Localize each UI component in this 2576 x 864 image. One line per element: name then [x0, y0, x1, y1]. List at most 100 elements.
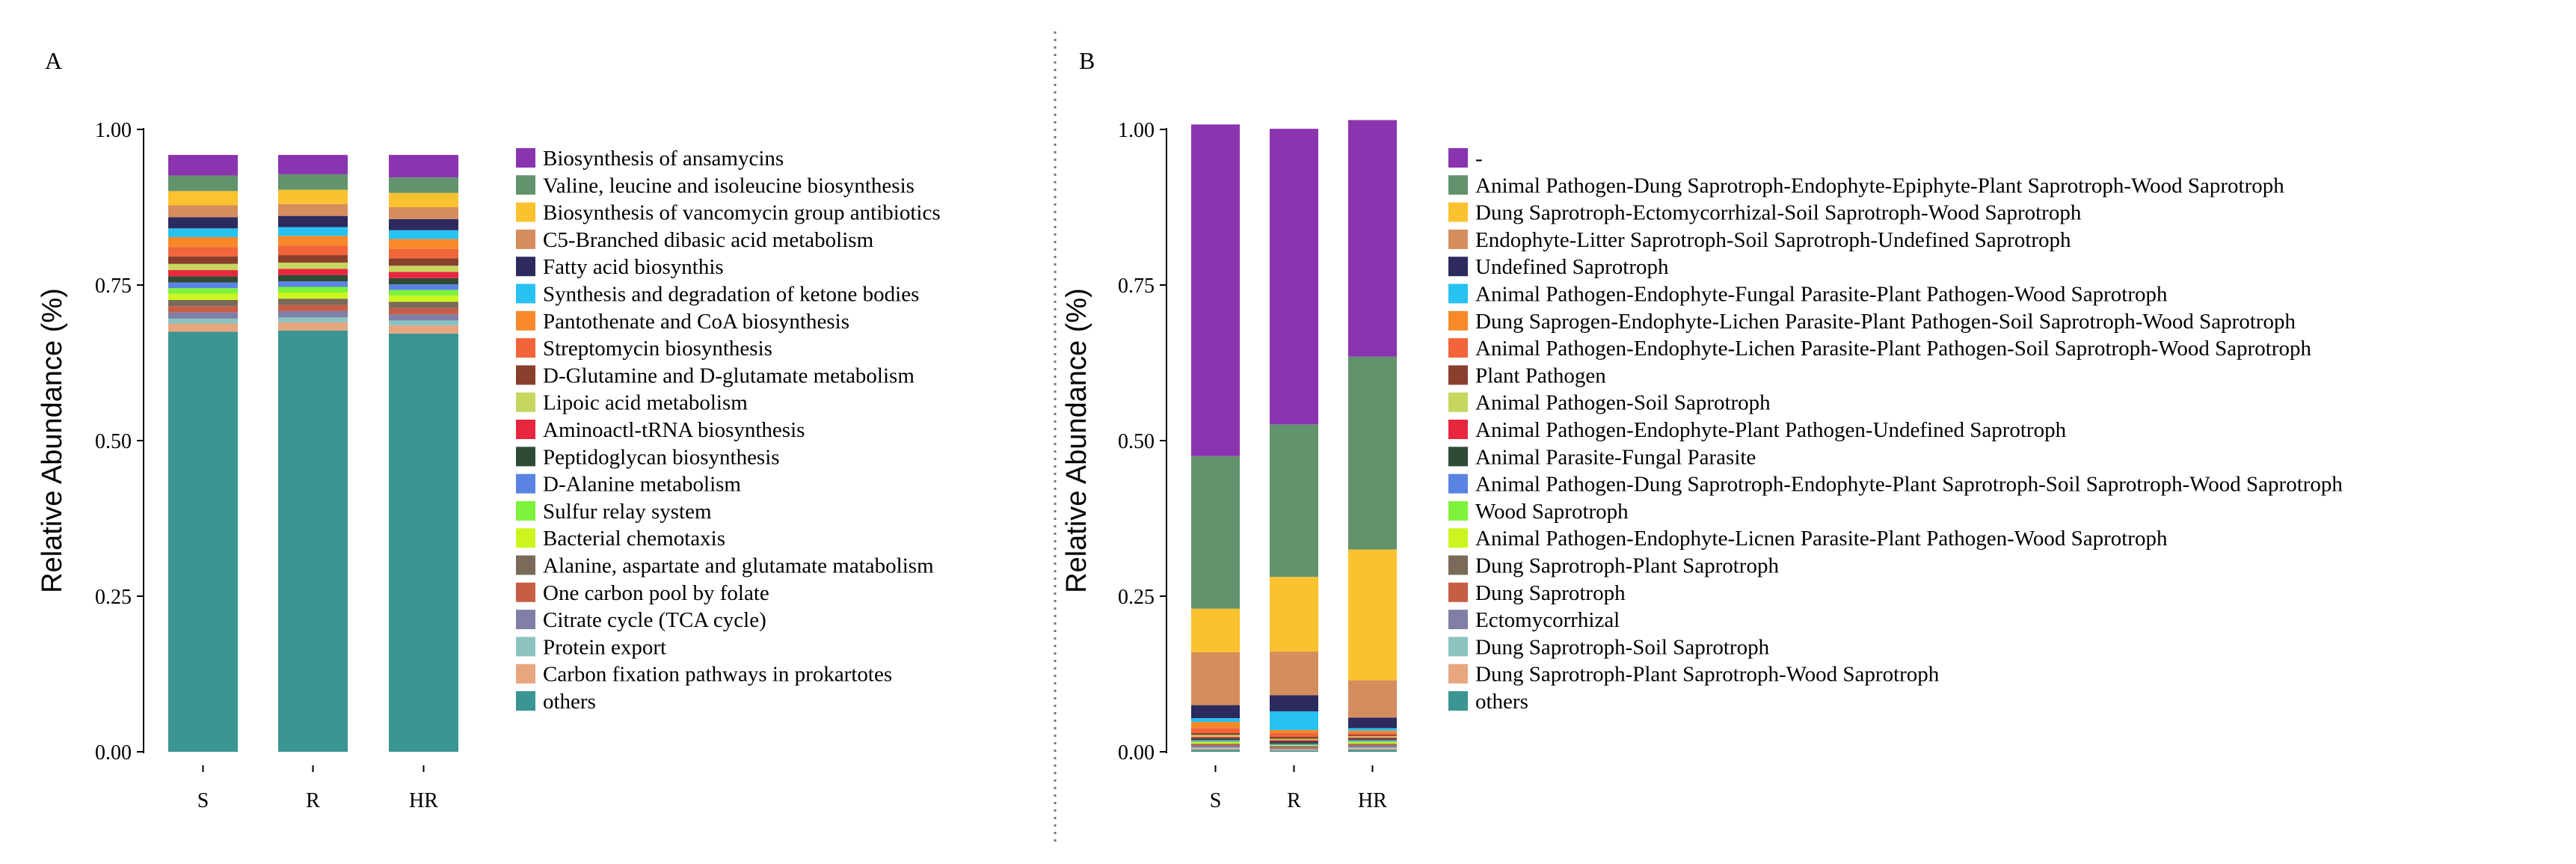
y-tick-label: 0.75	[1118, 275, 1155, 298]
bar-segment	[1270, 744, 1318, 745]
bar-segment	[1270, 750, 1318, 751]
bar-segment	[1270, 740, 1318, 741]
bar-segment	[1191, 737, 1240, 738]
bar-segment	[389, 248, 458, 259]
legend-label: Biosynthesis of ansamycins	[543, 147, 784, 171]
legend-item: Animal Pathogen-Endophyte-Licnen Parasit…	[1448, 527, 2168, 551]
bar-segment	[278, 317, 348, 322]
bar-segment	[1348, 747, 1397, 749]
bar-segment	[1270, 652, 1318, 696]
bar-segment	[168, 236, 238, 248]
y-axis-title: Relative Abundance (%)	[37, 288, 68, 593]
legend-label: Pantothenate and CoA biosynthesis	[543, 310, 849, 334]
legend-swatch	[1448, 582, 1468, 602]
legend-swatch	[1448, 447, 1468, 467]
legend-swatch	[1448, 175, 1468, 195]
legend-swatch	[1448, 664, 1468, 684]
bar-segment	[168, 217, 238, 229]
x-tick-label: R	[306, 789, 320, 812]
bar-segment	[278, 155, 348, 174]
legend-swatch	[516, 175, 535, 195]
legend-label: Plant Pathogen	[1475, 364, 1606, 387]
bar-segment	[1191, 718, 1240, 723]
bar-segment	[168, 191, 238, 206]
bar-segment	[1191, 456, 1240, 609]
bar-segment	[1270, 737, 1318, 739]
legend-label: Animal Parasite-Fungal Parasite	[1475, 445, 1756, 469]
bar-segment	[168, 306, 238, 313]
bar-segment	[1270, 746, 1318, 748]
legend-swatch	[516, 555, 535, 575]
legend-label: Aminoactl-tRNA biosynthesis	[543, 418, 805, 442]
bar-segment	[1348, 728, 1397, 731]
bar-segment	[1191, 744, 1240, 747]
bar-segment	[278, 263, 348, 269]
legend-label: Undefined Saprotroph	[1475, 255, 1669, 279]
x-tick-label: HR	[409, 789, 438, 812]
legend-item: Animal Pathogen-Endophyte-Lichen Parasit…	[1448, 337, 2311, 361]
y-tick-label: 1.00	[1118, 119, 1155, 142]
bar-segment	[278, 236, 348, 246]
bar-segment	[1270, 129, 1318, 425]
bar-segment	[278, 330, 348, 753]
bar-segment	[1191, 750, 1240, 752]
bar-segment	[278, 189, 348, 204]
legend-label: others	[1475, 690, 1528, 714]
bar-segment	[278, 174, 348, 190]
chart-panel-b: B 0.00 0.25 0.50 0.75 1.00 Relative Abundance…	[1061, 47, 2343, 812]
bar-segment	[278, 203, 348, 216]
bar-segment	[1270, 424, 1318, 577]
legend-item: Animal Parasite-Fungal Parasite	[1448, 445, 1756, 469]
legend-label: Animal Pathogen-Dung Saprotroph-Endophyt…	[1475, 174, 2284, 197]
bar-segment	[1348, 742, 1397, 744]
bar-segment	[389, 301, 458, 308]
legend-label: Dung Saprotroph-Soil Saprotroph	[1475, 635, 1770, 659]
legend-item: Citrate cycle (TCA cycle)	[516, 608, 766, 632]
legend-item: Carbon fixation pathways in prokartotes	[516, 663, 892, 687]
bar-segment	[1191, 705, 1240, 719]
bar-segment	[278, 275, 348, 282]
y-tick-label: 0.00	[1118, 741, 1155, 765]
legend-label: Alanine, aspartate and glutamate matabol…	[543, 554, 934, 578]
bar-segment	[168, 270, 238, 277]
legend-label: Bacterial chemotaxis	[543, 527, 725, 551]
x-tick-label: S	[197, 789, 209, 812]
y-tick-label: 0.25	[1118, 586, 1155, 609]
bar-segment	[1191, 738, 1240, 741]
legend-item: Dung Saprotroph-Soil Saprotroph	[1448, 635, 1770, 659]
legend-label: Fatty acid biosynthis	[543, 255, 724, 279]
bar-segment	[1270, 741, 1318, 744]
legend-swatch	[1448, 637, 1468, 657]
bar-segment	[1348, 748, 1397, 750]
bar-segment	[1348, 744, 1397, 745]
bar-segment	[1191, 733, 1240, 735]
legend-swatch	[1448, 310, 1468, 331]
bar-segment	[1191, 735, 1240, 738]
bar-segment	[1191, 608, 1240, 652]
bar-segment	[389, 258, 458, 266]
legend-item: Lipoic acid metabolism	[516, 391, 748, 415]
legend-swatch	[1448, 610, 1468, 630]
legend-item: Animal Pathogen-Endophyte-Plant Pathogen…	[1448, 418, 2067, 442]
legend-label: others	[543, 690, 596, 714]
bar-segment	[389, 307, 458, 315]
bar-segment	[168, 205, 238, 218]
legend-swatch	[1448, 555, 1468, 575]
legend-swatch	[516, 420, 535, 439]
bar-segment	[278, 322, 348, 331]
bar-segment	[168, 331, 238, 752]
bar-segment	[1270, 711, 1318, 730]
bar-segment	[1348, 746, 1397, 748]
bar-segment	[1348, 549, 1397, 681]
bar-segment	[1348, 737, 1397, 739]
legend-label: Endophyte-Litter Saprotroph-Soil Saprotr…	[1475, 228, 2071, 252]
bar-segment	[1270, 747, 1318, 749]
bar-segment	[1191, 744, 1240, 745]
bar-segment	[168, 318, 238, 324]
legend-item: Ectomycorrhizal	[1448, 608, 1620, 632]
legend-swatch	[516, 310, 535, 331]
bar-segment	[278, 298, 348, 305]
y-tick-label: 0.00	[95, 741, 132, 765]
legend-label: Biosynthesis of vancomycin group antibio…	[543, 201, 941, 225]
bar-segment	[1270, 748, 1318, 750]
